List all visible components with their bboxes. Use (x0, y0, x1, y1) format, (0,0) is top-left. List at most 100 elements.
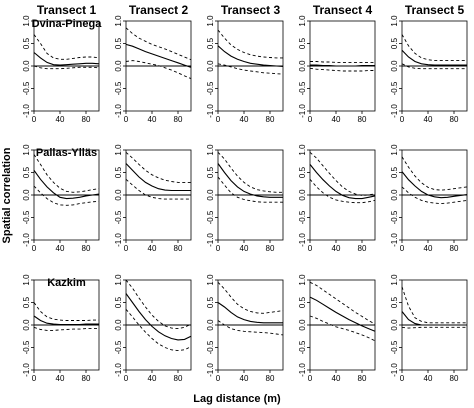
y-tick-label: 1.0 (22, 15, 31, 27)
y-tick-label: -0.5 (206, 340, 215, 354)
y-tick-label: 0.5 (298, 166, 307, 178)
correlation-line (309, 164, 376, 200)
y-tick-label: 0.5 (206, 296, 215, 308)
x-tick-label: 40 (148, 244, 157, 253)
panel: -1.0 -0.5 0.0 0.5 1.0 0 40 80 (390, 274, 468, 383)
row-title: Kazkim (47, 277, 86, 289)
y-tick-label: 0.5 (390, 37, 399, 49)
x-tick-label: 80 (358, 115, 367, 124)
lower-envelope-line (33, 65, 100, 70)
x-tick-label: 0 (308, 115, 313, 124)
x-tick-label: 0 (216, 244, 221, 253)
x-tick-label: 80 (450, 115, 459, 124)
correlation-line (401, 171, 468, 199)
x-tick-label: 40 (56, 374, 65, 383)
x-tick-label: 0 (124, 115, 129, 124)
y-tick-label: 1.0 (206, 274, 215, 286)
y-tick-label: -1.0 (22, 104, 31, 118)
x-tick-label: 0 (216, 115, 221, 124)
correlation-line (401, 49, 467, 66)
x-tick-label: 0 (400, 115, 405, 124)
panel: -1.0 -0.5 0.0 0.5 1.0 0 40 80 (22, 144, 100, 253)
panel: -1.0 -0.5 0.0 0.5 1.0 0 40 80 (298, 144, 376, 253)
upper-envelope-line (309, 281, 376, 325)
y-tick-label: -1.0 (298, 363, 307, 377)
x-tick-label: 80 (358, 374, 367, 383)
x-tick-label: 80 (266, 244, 275, 253)
panel: -1.0 -0.5 0.0 0.5 1.0 0 40 80 (114, 15, 192, 124)
lower-envelope-line (125, 309, 192, 352)
panel: -1.0 -0.5 0.0 0.5 1.0 0 40 80 (298, 15, 376, 124)
upper-envelope-line (125, 151, 191, 183)
y-tick-label: 0.0 (22, 60, 31, 72)
y-tick-label: -0.5 (206, 81, 215, 95)
y-tick-label: 0.0 (114, 60, 123, 72)
y-tick-label: 0.5 (298, 296, 307, 308)
y-tick-label: -1.0 (298, 104, 307, 118)
panel: -1.0 -0.5 0.0 0.5 1.0 0 40 80 (206, 274, 284, 383)
panel: -1.0 -0.5 0.0 0.5 1.0 0 40 80 (206, 144, 284, 253)
x-tick-label: 80 (82, 374, 91, 383)
y-tick-label: 0.0 (22, 189, 31, 201)
y-tick-label: 1.0 (114, 144, 123, 156)
lower-envelope-line (401, 326, 467, 329)
y-tick-label: -0.5 (298, 210, 307, 224)
y-tick-label: -1.0 (206, 363, 215, 377)
upper-envelope-line (33, 154, 100, 193)
y-tick-label: -0.5 (114, 81, 123, 95)
x-tick-label: 40 (332, 115, 341, 124)
y-tick-label: 1.0 (298, 15, 307, 27)
y-tick-label: 0.0 (390, 60, 399, 72)
lower-envelope-line (217, 63, 284, 75)
y-tick-label: -0.5 (114, 210, 123, 224)
panel: -1.0 -0.5 0.0 0.5 1.0 0 40 80 (114, 274, 192, 383)
y-tick-label: 0.0 (114, 319, 123, 331)
y-tick-label: 0.0 (390, 319, 399, 331)
lower-envelope-line (33, 326, 99, 331)
y-tick-label: 1.0 (390, 144, 399, 156)
y-tick-label: -1.0 (22, 233, 31, 247)
x-tick-label: 0 (32, 374, 37, 383)
x-tick-label: 40 (56, 244, 65, 253)
upper-envelope-line (401, 34, 467, 62)
x-tick-label: 80 (174, 374, 183, 383)
panel: -1.0 -0.5 0.0 0.5 1.0 0 40 80 (114, 144, 192, 253)
x-tick-label: 40 (240, 374, 249, 383)
x-tick-label: 0 (124, 244, 129, 253)
row-title: Dvina-Pinega (32, 18, 103, 30)
y-tick-label: -1.0 (390, 104, 399, 118)
y-tick-label: -1.0 (114, 363, 123, 377)
upper-envelope-line (217, 151, 283, 193)
x-tick-label: 40 (424, 115, 433, 124)
x-tick-label: 80 (358, 244, 367, 253)
x-axis-label: Lag distance (m) (193, 393, 281, 405)
lower-envelope-line (401, 63, 467, 70)
correlation-line (125, 163, 191, 192)
lower-envelope-line (125, 178, 191, 200)
x-tick-label: 80 (174, 244, 183, 253)
lower-envelope-line (217, 320, 284, 336)
lower-envelope-line (309, 315, 376, 342)
y-tick-label: 0.5 (298, 37, 307, 49)
x-tick-label: 80 (82, 115, 91, 124)
upper-envelope-line (33, 34, 100, 60)
x-tick-label: 40 (240, 115, 249, 124)
y-tick-label: 0.0 (298, 319, 307, 331)
y-tick-label: 0.5 (22, 166, 31, 178)
y-tick-label: -0.5 (390, 210, 399, 224)
x-tick-label: 0 (400, 244, 405, 253)
panel: -1.0 -0.5 0.0 0.5 1.0 0 40 80 (22, 15, 100, 124)
x-tick-label: 40 (148, 115, 157, 124)
y-tick-label: 0.5 (390, 296, 399, 308)
y-tick-label: 0.0 (298, 189, 307, 201)
y-tick-label: -1.0 (22, 363, 31, 377)
y-tick-label: 0.5 (114, 166, 123, 178)
x-tick-label: 40 (332, 244, 341, 253)
lower-envelope-line (125, 60, 192, 80)
y-tick-label: -1.0 (114, 104, 123, 118)
upper-envelope-line (125, 27, 192, 61)
y-tick-label: 1.0 (114, 15, 123, 27)
y-tick-label: -0.5 (22, 81, 31, 95)
x-tick-label: 80 (82, 244, 91, 253)
